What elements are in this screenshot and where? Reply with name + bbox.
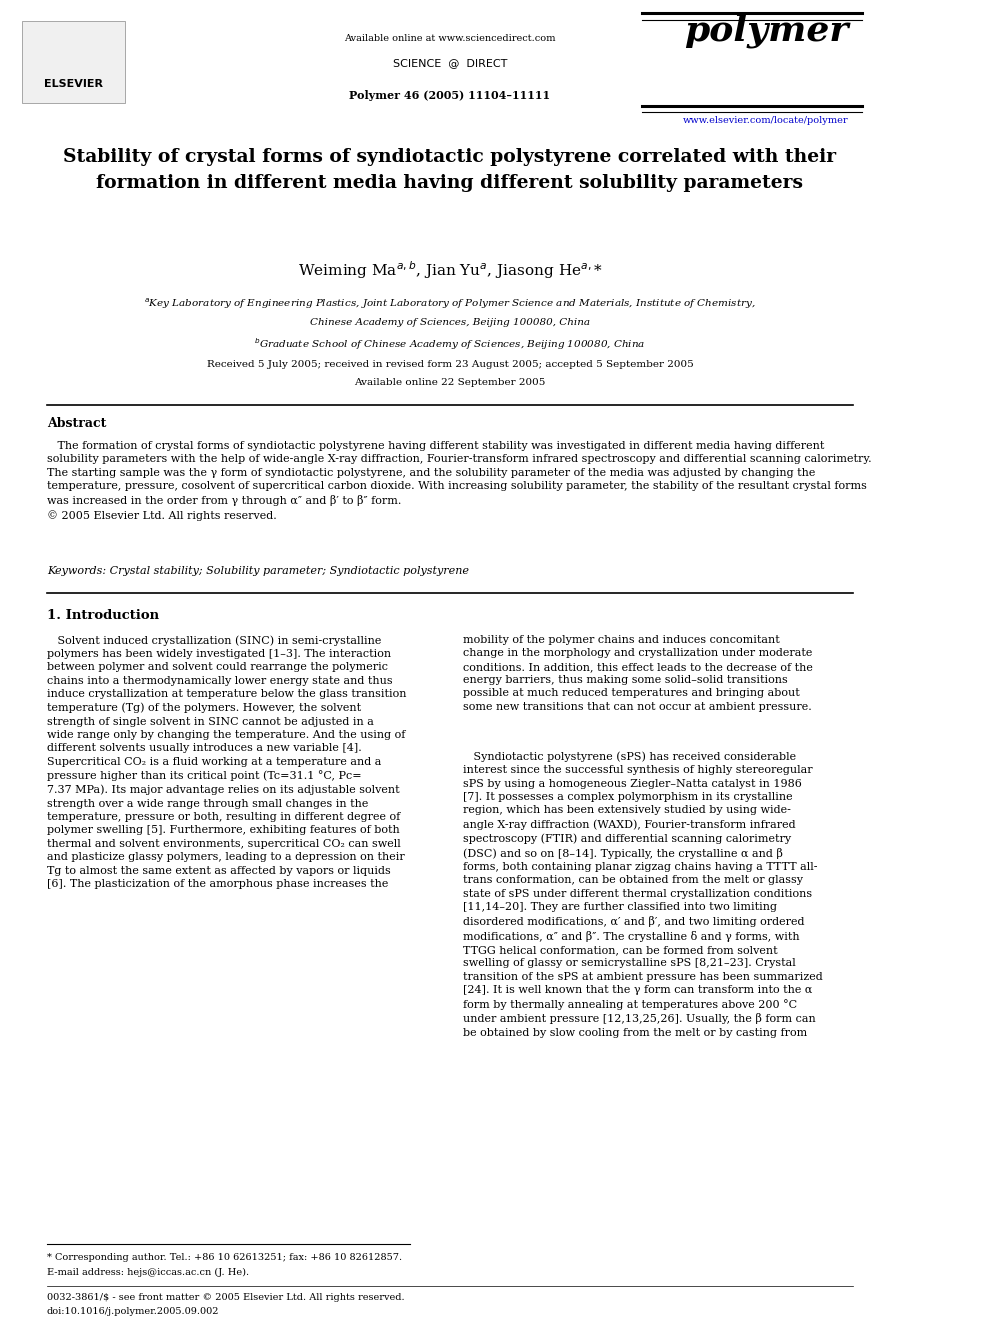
Text: www.elsevier.com/locate/polymer: www.elsevier.com/locate/polymer xyxy=(682,116,848,126)
Text: E-mail address: hejs@iccas.ac.cn (J. He).: E-mail address: hejs@iccas.ac.cn (J. He)… xyxy=(47,1267,249,1277)
Text: ELSEVIER: ELSEVIER xyxy=(45,79,103,90)
Text: * Corresponding author. Tel.: +86 10 62613251; fax: +86 10 82612857.: * Corresponding author. Tel.: +86 10 626… xyxy=(47,1253,402,1262)
Text: Weiming Ma$^{a,b}$, Jian Yu$^a$, Jiasong He$^{a,}$*: Weiming Ma$^{a,b}$, Jian Yu$^a$, Jiasong… xyxy=(298,259,602,280)
Text: mobility of the polymer chains and induces concomitant
change in the morphology : mobility of the polymer chains and induc… xyxy=(463,635,813,712)
Text: Available online 22 September 2005: Available online 22 September 2005 xyxy=(354,378,546,388)
Text: Received 5 July 2005; received in revised form 23 August 2005; accepted 5 Septem: Received 5 July 2005; received in revise… xyxy=(206,360,693,369)
Text: Abstract: Abstract xyxy=(47,417,106,430)
Text: 1. Introduction: 1. Introduction xyxy=(47,609,159,622)
Text: polymer: polymer xyxy=(684,13,848,48)
Text: The formation of crystal forms of syndiotactic polystyrene having different stab: The formation of crystal forms of syndio… xyxy=(47,441,872,521)
Text: $^b$Graduate School of Chinese Academy of Sciences, Beijing 100080, China: $^b$Graduate School of Chinese Academy o… xyxy=(254,336,646,352)
Text: Keywords: Crystal stability; Solubility parameter; Syndiotactic polystyrene: Keywords: Crystal stability; Solubility … xyxy=(47,566,469,577)
Text: SCIENCE  @  DIRECT: SCIENCE @ DIRECT xyxy=(393,58,507,69)
Text: Chinese Academy of Sciences, Beijing 100080, China: Chinese Academy of Sciences, Beijing 100… xyxy=(310,318,590,327)
Text: Available online at www.sciencedirect.com: Available online at www.sciencedirect.co… xyxy=(344,34,556,44)
Text: Syndiotactic polystyrene (sPS) has received considerable
interest since the succ: Syndiotactic polystyrene (sPS) has recei… xyxy=(463,751,823,1037)
Text: $^a$Key Laboratory of Engineering Plastics, Joint Laboratory of Polymer Science : $^a$Key Laboratory of Engineering Plasti… xyxy=(144,296,756,311)
Text: 0032-3861/$ - see front matter © 2005 Elsevier Ltd. All rights reserved.: 0032-3861/$ - see front matter © 2005 El… xyxy=(47,1293,405,1302)
Text: Stability of crystal forms of syndiotactic polystyrene correlated with their
for: Stability of crystal forms of syndiotact… xyxy=(63,148,836,192)
Text: doi:10.1016/j.polymer.2005.09.002: doi:10.1016/j.polymer.2005.09.002 xyxy=(47,1307,219,1316)
Text: Polymer 46 (2005) 11104–11111: Polymer 46 (2005) 11104–11111 xyxy=(349,90,551,101)
FancyBboxPatch shape xyxy=(22,21,125,103)
Text: Solvent induced crystallization (SINC) in semi-crystalline
polymers has been wid: Solvent induced crystallization (SINC) i… xyxy=(47,635,407,889)
